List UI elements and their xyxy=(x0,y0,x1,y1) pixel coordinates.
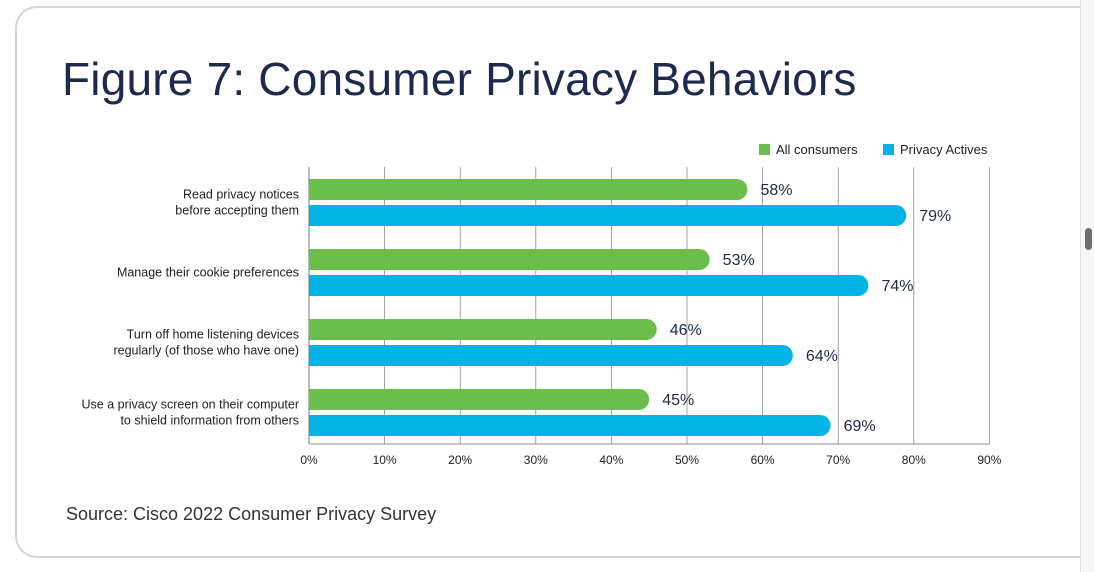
scrollbar[interactable] xyxy=(1080,0,1094,572)
category-label: Turn off home listening devices xyxy=(127,328,299,342)
category-label: Use a privacy screen on their computer xyxy=(82,398,299,412)
x-tick-label: 0% xyxy=(300,453,318,467)
data-label: 74% xyxy=(881,278,913,295)
data-label: 64% xyxy=(806,348,838,365)
category-label: to shield information from others xyxy=(120,414,299,428)
category-label: before accepting them xyxy=(175,204,299,218)
source-note: Source: Cisco 2022 Consumer Privacy Surv… xyxy=(66,504,437,524)
data-label: 79% xyxy=(919,208,951,225)
data-label: 45% xyxy=(662,392,694,409)
bar-privacy-actives xyxy=(309,415,831,436)
legend-swatch-all-consumers xyxy=(759,143,770,155)
x-tick-label: 70% xyxy=(826,453,850,467)
x-tick-label: 80% xyxy=(902,453,926,467)
bar-all-consumers xyxy=(309,319,657,340)
legend-swatch-privacy-actives xyxy=(883,143,894,155)
x-tick-label: 10% xyxy=(373,453,397,467)
category-label: Manage their cookie preferences xyxy=(117,266,299,280)
legend-label-all-consumers: All consumers xyxy=(776,141,858,157)
bar-privacy-actives xyxy=(309,275,869,296)
x-tick-label: 40% xyxy=(599,453,623,467)
scrollbar-thumb[interactable] xyxy=(1085,228,1092,250)
bar-all-consumers xyxy=(309,389,650,410)
category-label: regularly (of those who have one) xyxy=(113,344,299,358)
bar-privacy-actives xyxy=(309,205,907,226)
legend-label-privacy-actives: Privacy Actives xyxy=(900,141,988,157)
bar-privacy-actives xyxy=(309,345,793,366)
data-label: 53% xyxy=(723,252,755,269)
data-label: 69% xyxy=(844,418,876,435)
legend-item-privacy-actives: Privacy Actives xyxy=(883,141,987,157)
category-label: Read privacy notices xyxy=(183,188,299,202)
x-tick-label: 90% xyxy=(977,453,1001,467)
x-tick-label: 60% xyxy=(751,453,775,467)
legend-item-all-consumers: All consumers xyxy=(759,141,858,157)
data-label: 58% xyxy=(760,182,792,199)
chart-title: Figure 7: Consumer Privacy Behaviors xyxy=(62,53,857,105)
x-tick-label: 50% xyxy=(675,453,699,467)
x-tick-label: 30% xyxy=(524,453,548,467)
chart-card xyxy=(15,6,1085,558)
bar-all-consumers xyxy=(309,179,748,200)
x-tick-label: 20% xyxy=(448,453,472,467)
data-label: 46% xyxy=(670,322,702,339)
bar-all-consumers xyxy=(309,249,710,270)
